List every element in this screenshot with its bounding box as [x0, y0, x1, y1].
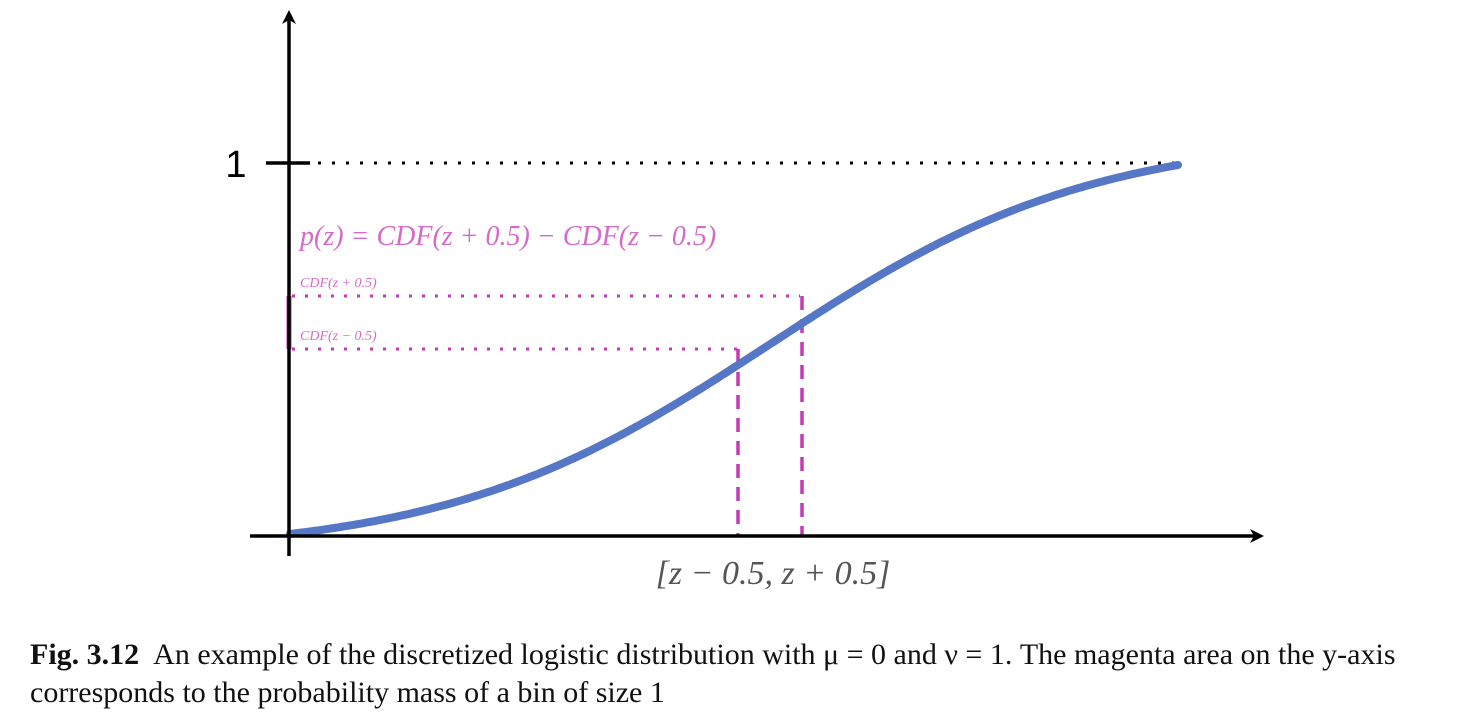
caption-label: Fig. 3.12 [30, 638, 140, 671]
y-tick-label: 1 [225, 144, 246, 186]
upper-cdf-label: CDF(z + 0.5) [300, 276, 377, 291]
logistic-cdf-curve [286, 161, 1182, 538]
formula-label: p(z) = CDF(z + 0.5) − CDF(z − 0.5) [298, 221, 716, 252]
figure-caption: Fig. 3.12 An example of the discretized l… [30, 636, 1450, 712]
lower-cdf-label: CDF(z − 0.5) [300, 329, 377, 344]
x-interval-label: [z − 0.5, z + 0.5] [656, 555, 891, 592]
caption-text: An example of the discretized logistic d… [30, 638, 1396, 709]
diagram-figure: 1 p(z) = CDF(z + 0.5) − CDF(z − 0.5) CDF… [225, 10, 1264, 592]
